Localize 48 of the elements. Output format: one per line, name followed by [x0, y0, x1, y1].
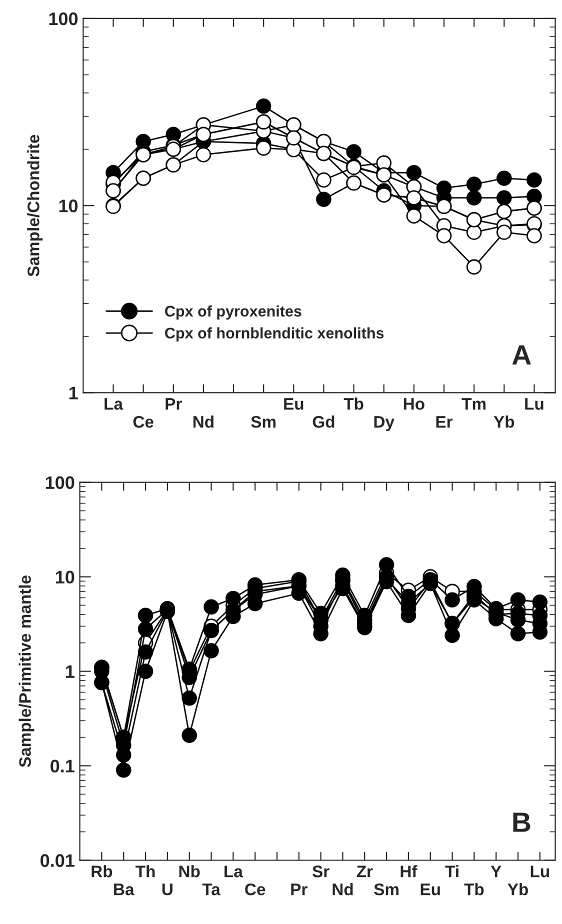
x-tick-label: Er: [436, 416, 453, 428]
y-tick-label: 10: [59, 200, 78, 212]
x-tick-label: Ce: [245, 883, 266, 896]
y-axis-title: Sample/Primitive mantle: [18, 576, 34, 768]
x-tick-label: Sm: [251, 416, 276, 428]
x-tick-label: Lu: [525, 398, 544, 410]
x-tick-label: Eu: [420, 884, 440, 896]
x-tick-label: Tb: [464, 883, 484, 896]
y-axis-title: Sample/Chondrite: [27, 134, 43, 276]
x-tick-label: Ce: [133, 416, 154, 428]
x-tick-label: Eu: [284, 398, 304, 410]
x-tick-label: Zr: [356, 866, 373, 878]
x-tick-label: Ta: [202, 884, 220, 896]
x-tick-label: Sr: [312, 866, 330, 878]
x-tick-label: Yb: [494, 416, 514, 428]
x-tick-label: Hf: [400, 865, 418, 878]
y-tick-label: 1: [69, 386, 78, 400]
x-tick-label: Nb: [179, 865, 200, 878]
y-tick-label: 1: [66, 665, 74, 678]
x-tick-label: La: [104, 398, 124, 410]
x-tick-label: Ti: [445, 865, 458, 878]
x-tick-label: Yb: [508, 883, 528, 896]
x-tick-label: Sm: [374, 883, 398, 896]
y-tick-label: 10: [56, 570, 74, 584]
annotation: A: [512, 345, 531, 364]
x-tick-label: Tm: [462, 398, 486, 410]
x-tick-label: Nd: [332, 883, 353, 896]
x-tick-label: Ba: [114, 884, 134, 896]
x-tick-label: Y: [490, 866, 502, 878]
y-tick-label: 0.1: [50, 760, 74, 772]
x-tick-label: La: [224, 866, 244, 878]
x-tick-label: Th: [136, 865, 155, 878]
legend-label: Cpx of pyroxenites: [165, 305, 302, 320]
legend-label: Cpx of hornblenditic xenoliths: [165, 327, 384, 342]
y-tick-label: 0.01: [40, 854, 74, 867]
x-tick-label: Dy: [374, 416, 394, 432]
x-tick-label: Gd: [312, 416, 334, 428]
x-tick-label: Tb: [344, 398, 364, 410]
x-tick-label: Nd: [193, 416, 214, 428]
x-tick-label: U: [162, 884, 172, 896]
x-tick-label: Rb: [92, 865, 112, 878]
y-tick-label: 100: [49, 12, 78, 26]
x-tick-label: Ho: [404, 398, 424, 410]
y-tick-label: 100: [46, 476, 74, 490]
annotation: B: [513, 812, 530, 832]
x-tick-label: Pr: [166, 398, 182, 410]
x-tick-label: Lu: [530, 866, 550, 878]
x-tick-label: Pr: [291, 884, 308, 896]
